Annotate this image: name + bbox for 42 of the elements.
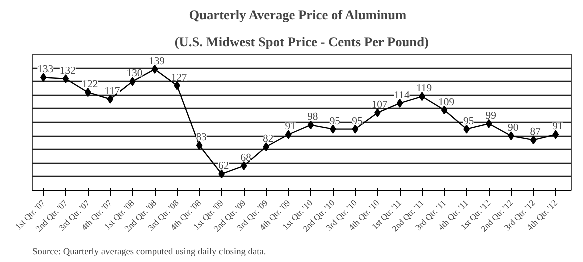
data-label: 99 [486,110,496,122]
point [152,64,158,74]
data-label: 127 [171,72,188,84]
data-label: 132 [60,66,76,77]
source-note: Source: Quarterly averages computed using daily closing data. [32,248,266,258]
point [508,132,515,141]
data-label: 95 [463,116,474,128]
chart-subtitle: (U.S. Midwest Spot Price - Cents Per Pound) [174,34,429,50]
point [107,94,114,104]
data-label: 95 [352,116,363,128]
data-label: 90 [508,123,519,134]
point [263,142,270,152]
point [486,119,492,128]
point [441,106,448,115]
data-label: 91 [552,122,564,133]
point [62,74,70,84]
data-label: 122 [82,80,98,91]
data-label: 68 [240,153,252,164]
point [552,130,560,140]
data-label: 82 [263,134,274,145]
data-label: 98 [308,112,318,124]
data-label: 91 [285,122,296,133]
point [308,120,314,130]
data-label: 133 [38,64,54,76]
chart-title: Quarterly Average Price of Aluminum [189,8,407,22]
point [396,98,404,108]
data-label: 130 [126,68,143,80]
data-label: 114 [394,90,410,102]
data-label: 117 [104,86,121,98]
data-label: 109 [438,97,455,108]
point [40,73,47,82]
point [240,162,248,171]
data-label: 119 [416,84,432,95]
point [352,124,359,134]
point [196,141,203,150]
point [530,136,537,145]
data-label: 83 [196,132,207,144]
data-label: 139 [149,56,165,68]
data-label: 87 [530,127,542,138]
point [285,130,292,140]
data-label: 95 [330,116,341,128]
data-label: 62 [218,161,230,172]
